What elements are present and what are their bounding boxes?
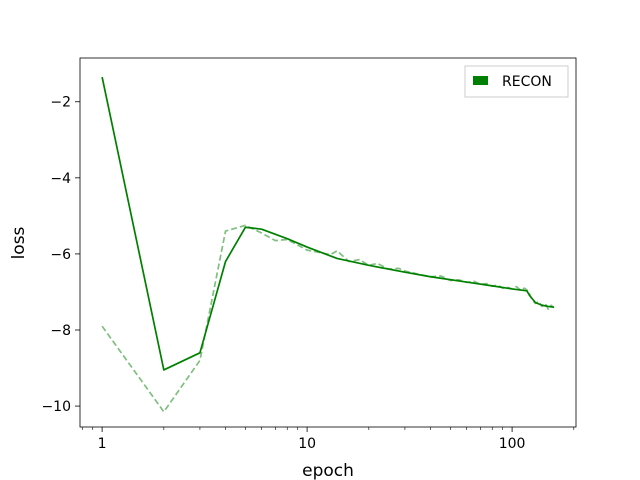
legend-label-recon: RECON bbox=[502, 74, 552, 90]
x-tick-label: 10 bbox=[298, 436, 316, 452]
axes-frame bbox=[79, 57, 577, 428]
y-axis-title: loss bbox=[9, 226, 29, 259]
x-axis-title: epoch bbox=[302, 461, 354, 480]
x-tick-label: 100 bbox=[499, 436, 526, 452]
y-tick-label: −2 bbox=[50, 95, 71, 111]
legend: RECON bbox=[464, 65, 569, 98]
recon-line bbox=[101, 76, 555, 371]
y-tick-label: −6 bbox=[50, 247, 71, 263]
legend-swatch-recon bbox=[473, 76, 488, 85]
y-tick-label: −4 bbox=[50, 171, 71, 187]
y-axis-ticks: −10 −8 −6 −4 −2 bbox=[41, 95, 80, 415]
plot-area bbox=[101, 76, 555, 413]
y-tick-label: −8 bbox=[50, 323, 71, 339]
x-tick-label: 1 bbox=[98, 436, 107, 452]
recon-validation-line bbox=[101, 224, 555, 413]
y-tick-label: −10 bbox=[41, 399, 71, 415]
x-axis-ticks: 1 10 100 bbox=[81, 427, 575, 452]
